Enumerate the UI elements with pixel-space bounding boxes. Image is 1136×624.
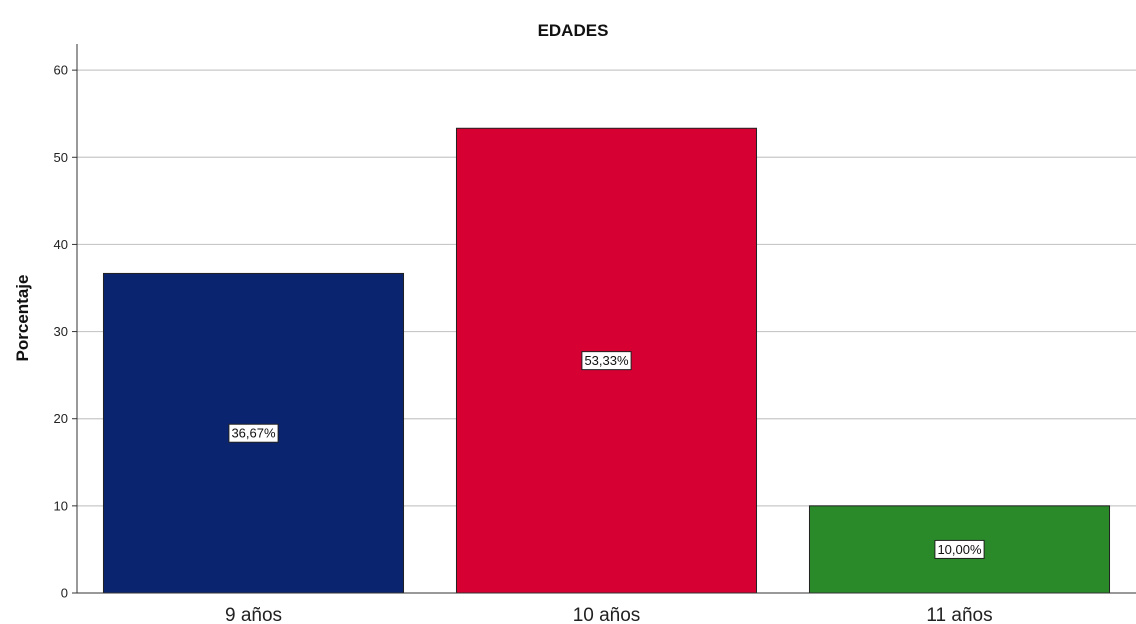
y-tick-label: 50 [54,150,68,165]
x-tick-label: 10 años [573,605,641,624]
y-tick-label: 60 [54,63,68,78]
y-axis-label: Porcentaje [13,275,32,362]
y-tick-label: 40 [54,237,68,252]
data-label-box [228,423,279,443]
data-label-text: 36,67% [231,426,276,441]
data-label-text: 10,00% [937,542,982,557]
chart-title: EDADES [538,21,609,40]
data-label-text: 53,33% [584,353,629,368]
x-tick-label: 11 años [926,605,992,624]
data-label: 10,00% [934,539,985,559]
data-label: 36,67% [228,423,279,443]
data-label-box [934,539,985,559]
data-label: 53,33% [581,351,632,371]
data-labels: 36,67% 53,33% 10,00% [228,351,985,559]
x-tick-label: 9 años [225,605,282,624]
axes: 0 10 20 30 40 50 60 9 años 10 años 11 años [54,44,1136,624]
data-label-box [581,351,632,371]
y-tick-label: 20 [54,411,68,426]
y-tick-label: 0 [61,586,68,601]
y-tick-label: 10 [54,498,68,513]
y-tick-label: 30 [54,324,68,339]
